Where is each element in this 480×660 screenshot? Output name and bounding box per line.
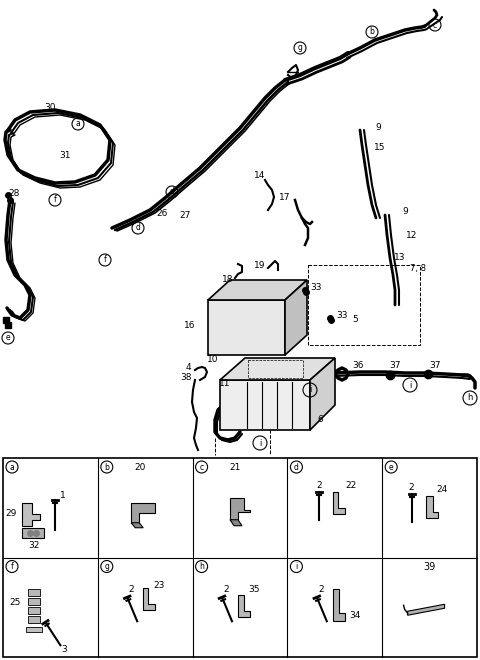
- Text: 5: 5: [352, 315, 358, 325]
- Text: f: f: [54, 195, 56, 205]
- Polygon shape: [23, 528, 44, 538]
- Polygon shape: [285, 280, 307, 355]
- Text: 34: 34: [349, 610, 360, 620]
- Text: 1: 1: [60, 491, 65, 500]
- Bar: [28, 598, 40, 605]
- Text: 9: 9: [402, 207, 408, 216]
- Text: 2: 2: [128, 585, 134, 594]
- Text: 2: 2: [318, 585, 324, 594]
- Polygon shape: [408, 605, 444, 615]
- Polygon shape: [238, 595, 250, 617]
- Text: 28: 28: [8, 189, 20, 197]
- Bar: [28, 616, 40, 623]
- Text: 3: 3: [61, 645, 67, 654]
- Text: 20: 20: [134, 463, 145, 471]
- Text: 33: 33: [310, 284, 322, 292]
- Text: 22: 22: [345, 481, 357, 490]
- Text: 17: 17: [279, 193, 291, 201]
- Polygon shape: [131, 523, 143, 528]
- Polygon shape: [426, 496, 438, 517]
- Polygon shape: [220, 380, 310, 430]
- Text: 13: 13: [394, 253, 406, 263]
- Text: 19: 19: [254, 261, 266, 271]
- Text: d: d: [294, 463, 299, 471]
- Text: 10: 10: [207, 356, 219, 364]
- Polygon shape: [230, 498, 250, 520]
- Text: i: i: [409, 381, 411, 389]
- Text: a: a: [76, 119, 80, 129]
- Text: h: h: [199, 562, 204, 571]
- Polygon shape: [310, 358, 335, 430]
- Text: 12: 12: [406, 230, 418, 240]
- Bar: [248, 360, 303, 378]
- Text: 24: 24: [436, 485, 447, 494]
- Bar: [28, 589, 40, 596]
- Text: 39: 39: [423, 562, 436, 572]
- Text: 2: 2: [316, 481, 322, 490]
- Text: a: a: [10, 463, 14, 471]
- Text: 7, 8: 7, 8: [410, 263, 426, 273]
- Polygon shape: [220, 358, 335, 380]
- Text: 21: 21: [229, 463, 240, 471]
- Text: 14: 14: [254, 170, 266, 180]
- Text: 27: 27: [180, 211, 191, 220]
- Text: 25: 25: [9, 598, 20, 607]
- Text: b: b: [104, 463, 109, 471]
- Text: 35: 35: [248, 585, 260, 594]
- Text: 36: 36: [352, 360, 364, 370]
- Text: 37: 37: [429, 360, 441, 370]
- Text: d: d: [135, 224, 141, 232]
- Bar: [3, 458, 477, 657]
- Text: 18: 18: [222, 275, 234, 284]
- Text: i: i: [309, 385, 311, 395]
- Text: b: b: [370, 28, 374, 36]
- Bar: [26, 627, 42, 632]
- Text: 26: 26: [156, 209, 168, 218]
- Text: d: d: [169, 187, 174, 197]
- Text: 38: 38: [180, 374, 192, 383]
- Text: 23: 23: [154, 581, 165, 590]
- Text: 2: 2: [223, 585, 229, 594]
- Text: e: e: [389, 463, 394, 471]
- Polygon shape: [131, 503, 155, 523]
- Text: 29: 29: [5, 510, 16, 518]
- Text: 9: 9: [375, 123, 381, 133]
- Text: h: h: [468, 393, 473, 403]
- Text: 32: 32: [29, 541, 40, 550]
- Text: 30: 30: [44, 104, 56, 112]
- Polygon shape: [230, 520, 242, 526]
- Text: e: e: [6, 333, 10, 343]
- Polygon shape: [208, 280, 307, 300]
- Bar: [28, 607, 40, 614]
- Text: 33: 33: [336, 310, 348, 319]
- Text: i: i: [259, 438, 261, 447]
- Text: c: c: [200, 463, 204, 471]
- Text: g: g: [104, 562, 109, 571]
- Text: f: f: [104, 255, 107, 265]
- Text: 16: 16: [184, 321, 196, 329]
- Text: 11: 11: [219, 379, 231, 389]
- Text: 4: 4: [185, 362, 191, 372]
- Text: i: i: [295, 562, 298, 571]
- Polygon shape: [23, 503, 40, 526]
- Text: c: c: [433, 20, 437, 30]
- Text: g: g: [298, 44, 302, 53]
- Polygon shape: [333, 589, 345, 621]
- Text: 6: 6: [317, 416, 323, 424]
- Text: 15: 15: [374, 143, 386, 152]
- Text: f: f: [11, 562, 13, 571]
- Text: 37: 37: [389, 360, 401, 370]
- Polygon shape: [208, 300, 285, 355]
- Text: 31: 31: [59, 150, 71, 160]
- Text: 2: 2: [409, 483, 414, 492]
- Polygon shape: [333, 492, 345, 513]
- Polygon shape: [143, 588, 155, 611]
